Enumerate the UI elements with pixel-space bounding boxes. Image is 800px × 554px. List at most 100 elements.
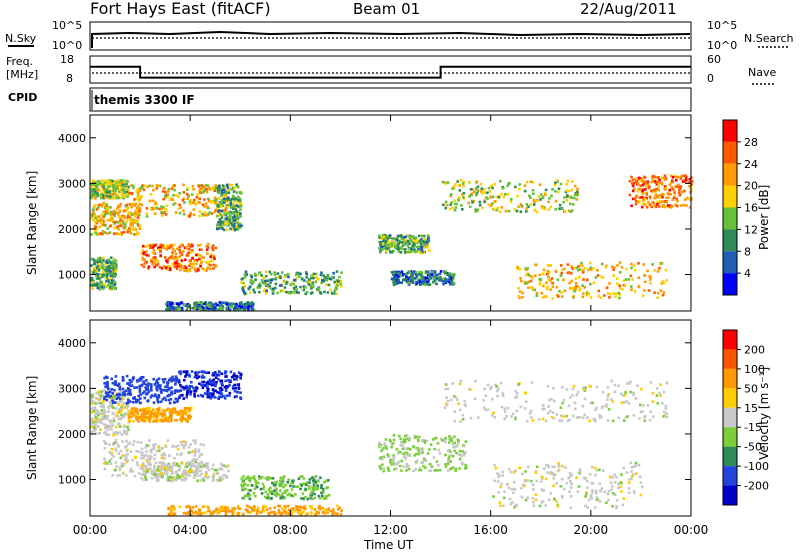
velocity-cell — [176, 400, 179, 403]
velocity-cell — [170, 417, 173, 420]
velocity-cell — [142, 456, 145, 460]
velocity-cell — [524, 392, 527, 395]
velocity-cell — [125, 374, 129, 378]
power-cell — [632, 264, 636, 267]
power-cell — [227, 188, 230, 192]
power-cell — [127, 217, 131, 221]
power-cell — [403, 243, 406, 247]
power-cell — [101, 264, 105, 268]
power-cell — [385, 247, 389, 251]
power-cell — [98, 259, 102, 263]
velocity-cell — [104, 442, 107, 446]
power-cell — [159, 243, 162, 247]
velocity-cell — [170, 468, 174, 471]
power-cell — [565, 198, 569, 202]
power-cell — [136, 213, 139, 216]
velocity-cell — [153, 457, 156, 461]
power-cell — [105, 187, 109, 191]
power-cell — [528, 286, 532, 289]
power-cell — [490, 184, 494, 188]
power-cell — [451, 277, 455, 280]
power-cell — [222, 301, 225, 304]
power-cell — [239, 307, 242, 311]
power-cell — [130, 192, 134, 196]
power-cell — [283, 286, 287, 289]
power-cell — [386, 245, 389, 248]
power-cell — [258, 282, 262, 286]
power-cell — [152, 259, 156, 262]
power-cell — [223, 201, 226, 204]
y-tick-label: 2000 — [58, 223, 86, 236]
power-cell — [103, 196, 107, 199]
power-cell — [686, 196, 689, 200]
power-cell — [236, 210, 240, 214]
velocity-cell — [97, 413, 100, 417]
power-cell — [637, 176, 641, 180]
power-cell — [174, 193, 178, 197]
velocity-cell — [127, 418, 131, 422]
power-cell — [279, 275, 282, 278]
velocity-cell — [424, 466, 427, 469]
velocity-cell — [601, 391, 605, 394]
velocity-cell — [568, 490, 571, 493]
velocity-cell — [152, 420, 155, 423]
velocity-cell — [155, 449, 159, 453]
velocity-cell — [541, 404, 545, 407]
power-cell — [591, 267, 595, 270]
velocity-cell — [147, 455, 151, 458]
power-cell — [582, 278, 585, 281]
power-cell — [639, 184, 642, 188]
velocity-cell — [214, 389, 217, 392]
velocity-cell — [607, 407, 611, 411]
power-cell — [101, 287, 105, 290]
power-cell — [233, 187, 236, 191]
power-cell — [220, 202, 223, 206]
power-cell — [566, 271, 570, 275]
velocity-cell — [308, 478, 312, 481]
power-cell — [499, 179, 502, 183]
power-cell — [613, 266, 616, 269]
power-cell — [112, 186, 115, 189]
power-cell — [634, 268, 637, 272]
velocity-cell — [559, 406, 563, 409]
power-cell — [106, 211, 109, 215]
power-cell — [109, 195, 112, 198]
power-cell — [179, 251, 182, 254]
power-cell — [452, 275, 455, 278]
power-cell — [199, 191, 202, 194]
power-cell — [198, 307, 201, 310]
power-cell — [117, 215, 121, 218]
power-cell — [106, 190, 109, 194]
power-cell — [453, 209, 457, 212]
power-cell — [193, 198, 196, 202]
power-cell — [561, 295, 564, 298]
velocity-cell — [93, 406, 97, 409]
power-cell — [194, 306, 197, 310]
power-cell — [230, 227, 234, 231]
velocity-cell — [96, 409, 100, 413]
velocity-cell — [208, 381, 212, 384]
velocity-cell — [295, 485, 298, 488]
power-cell — [185, 188, 189, 191]
velocity-cell — [176, 444, 180, 448]
velocity-cell — [153, 415, 156, 418]
velocity-cell — [180, 385, 183, 389]
velocity-cell — [392, 434, 396, 437]
velocity-cell — [193, 392, 196, 396]
velocity-cell — [209, 392, 213, 395]
power-cell — [392, 249, 395, 253]
velocity-cell — [110, 377, 114, 381]
velocity-cell — [143, 396, 147, 400]
velocity-cell — [143, 382, 146, 385]
power-cell — [220, 187, 223, 191]
velocity-cell — [151, 447, 154, 451]
power-cell — [94, 215, 97, 218]
velocity-cell — [148, 417, 152, 420]
power-cell — [586, 278, 589, 282]
velocity-cell — [168, 475, 172, 479]
power-cell — [418, 272, 421, 276]
velocity-cell — [149, 410, 153, 414]
velocity-cell — [113, 441, 116, 445]
velocity-cell — [224, 379, 227, 383]
power-cell — [597, 289, 601, 293]
